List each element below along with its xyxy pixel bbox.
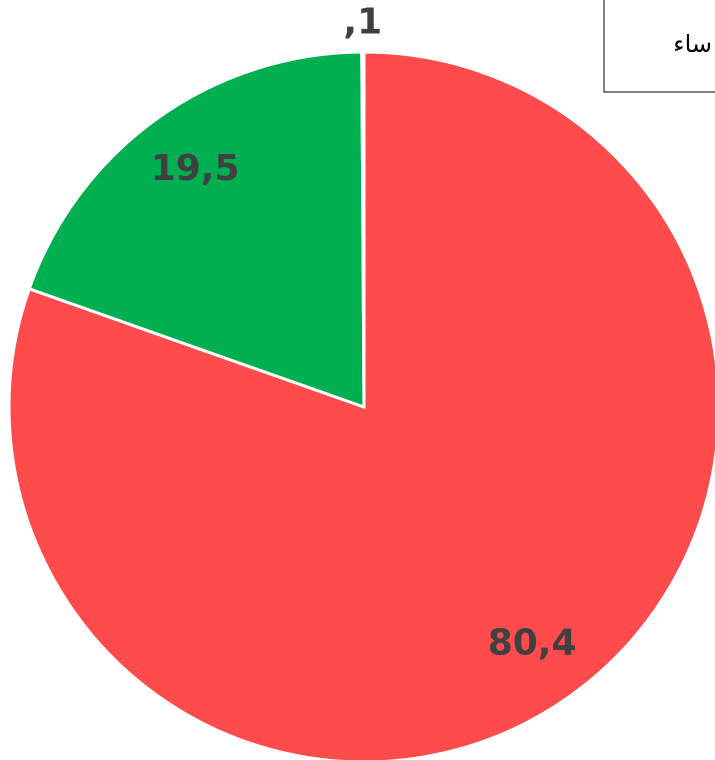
legend-label: ساء (673, 30, 712, 58)
value-label: ,1 (343, 2, 382, 43)
pie-slice (7, 50, 715, 760)
pie-slice (360, 50, 366, 408)
value-label: 80,4 (488, 623, 577, 664)
legend-box (603, 0, 715, 93)
pie-slice (27, 50, 366, 410)
pie (7, 50, 715, 760)
value-labels: 80,4 19,5 ,1 (151, 2, 577, 664)
value-label: 19,5 (151, 148, 240, 189)
